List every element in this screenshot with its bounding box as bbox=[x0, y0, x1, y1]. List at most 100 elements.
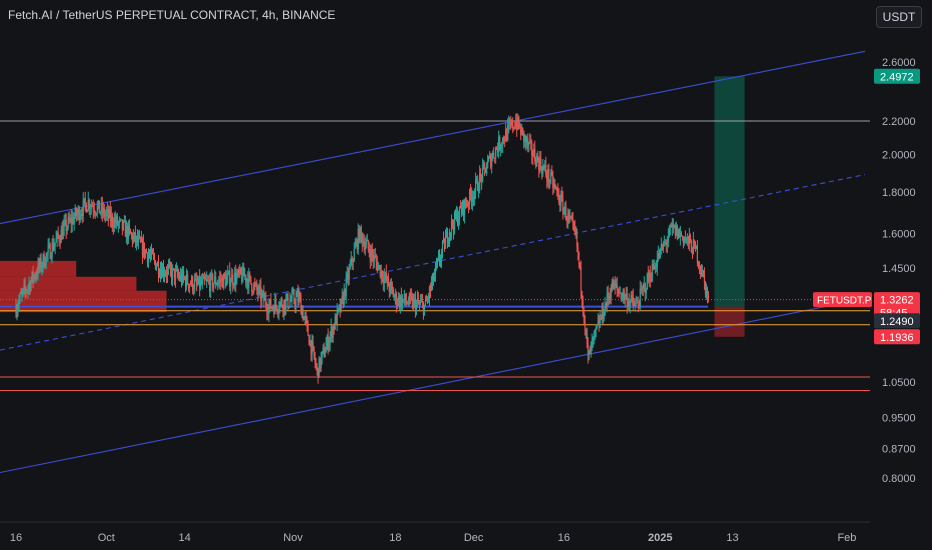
candle-body bbox=[219, 278, 221, 281]
candle-body bbox=[314, 356, 316, 364]
candle-body bbox=[407, 303, 409, 305]
candle-body bbox=[206, 279, 208, 281]
candle-body bbox=[101, 203, 103, 214]
candle-body bbox=[603, 315, 605, 319]
candle-body bbox=[661, 244, 663, 250]
candle-body bbox=[679, 232, 681, 237]
candle-body bbox=[43, 254, 45, 267]
candle-body bbox=[308, 335, 310, 345]
candle-body bbox=[217, 283, 219, 285]
candle-body bbox=[675, 225, 677, 236]
candle-body bbox=[327, 336, 329, 349]
y-tick-label: 1.8000 bbox=[882, 187, 916, 199]
candle-body bbox=[347, 273, 349, 280]
candle-body bbox=[423, 304, 426, 315]
candle-body bbox=[337, 308, 339, 310]
candle-body bbox=[58, 236, 60, 242]
y-tick-label: 1.0500 bbox=[882, 377, 916, 389]
candle-body bbox=[268, 305, 270, 315]
symbol-label: FETUSDT.P bbox=[817, 296, 872, 307]
candle-body bbox=[214, 276, 216, 284]
candle-body bbox=[139, 237, 142, 242]
candle-body bbox=[336, 309, 338, 326]
candle-body bbox=[229, 270, 231, 287]
candle-body bbox=[345, 277, 347, 297]
candle-body bbox=[437, 256, 440, 260]
candle-body bbox=[238, 270, 240, 274]
candle-body bbox=[291, 293, 293, 301]
candle-body bbox=[255, 283, 257, 285]
candle-body bbox=[30, 280, 32, 291]
candle-body bbox=[51, 242, 53, 258]
candle-body bbox=[624, 296, 626, 300]
candle-body bbox=[393, 296, 395, 298]
candle-body bbox=[77, 208, 79, 214]
candle-body bbox=[211, 274, 213, 276]
candle-body bbox=[585, 329, 587, 331]
candle-body bbox=[678, 229, 680, 237]
candle-body bbox=[658, 253, 660, 258]
candle-body bbox=[121, 219, 123, 230]
candle-body bbox=[491, 158, 493, 168]
candle-body bbox=[261, 293, 263, 301]
candle-body bbox=[615, 284, 617, 287]
candle-body bbox=[681, 235, 683, 237]
candle-body bbox=[27, 286, 29, 291]
candle-body bbox=[639, 288, 641, 307]
candle-body bbox=[149, 254, 152, 256]
x-tick-label: 2025 bbox=[648, 532, 672, 544]
candle-body bbox=[517, 116, 519, 129]
candle-body bbox=[381, 270, 383, 279]
candle-body bbox=[642, 285, 644, 290]
candle-body bbox=[695, 245, 698, 249]
candle-body bbox=[480, 173, 482, 176]
candle-body bbox=[395, 293, 397, 306]
candle-body bbox=[230, 282, 232, 287]
candle-body bbox=[127, 225, 129, 239]
candle-body bbox=[486, 168, 488, 174]
candle-body bbox=[619, 293, 621, 294]
candle-body bbox=[130, 233, 133, 235]
candle-body bbox=[562, 198, 564, 214]
candle-body bbox=[506, 129, 508, 141]
candle-body bbox=[80, 214, 82, 216]
candle-body bbox=[522, 127, 524, 131]
candle-body bbox=[260, 286, 262, 301]
candle-body bbox=[64, 219, 66, 223]
candle-body bbox=[607, 292, 609, 298]
candle-body bbox=[556, 188, 558, 191]
candle-body bbox=[625, 294, 627, 297]
candle-body bbox=[170, 269, 173, 280]
candle-body bbox=[76, 213, 78, 217]
candle-body bbox=[670, 226, 672, 228]
candle-body bbox=[611, 279, 613, 292]
candle-body bbox=[525, 135, 527, 143]
candle-body bbox=[93, 210, 95, 213]
candle-body bbox=[666, 241, 668, 245]
candle-body bbox=[279, 302, 281, 310]
currency-button[interactable]: USDT bbox=[876, 6, 922, 28]
candle-body bbox=[427, 298, 430, 300]
candle-body bbox=[111, 214, 113, 225]
candle-body bbox=[428, 286, 431, 299]
candle-body bbox=[531, 142, 533, 156]
candle-body bbox=[106, 209, 108, 213]
candle-body bbox=[409, 293, 411, 296]
candle-body bbox=[595, 328, 597, 330]
candle-body bbox=[459, 206, 462, 209]
candle-body bbox=[691, 252, 693, 255]
candle-body bbox=[559, 202, 561, 206]
candle-body bbox=[150, 249, 153, 255]
candle-body bbox=[273, 307, 275, 315]
candle-body bbox=[243, 267, 245, 277]
candle-body bbox=[71, 217, 73, 225]
candle-body bbox=[310, 340, 312, 355]
candle-body bbox=[443, 238, 446, 249]
x-tick-label: 16 bbox=[558, 532, 570, 544]
candle-body bbox=[295, 296, 297, 306]
candle-body bbox=[610, 291, 612, 299]
x-tick-label: 18 bbox=[389, 532, 401, 544]
candle-body bbox=[245, 274, 247, 282]
candle-body bbox=[516, 121, 518, 129]
